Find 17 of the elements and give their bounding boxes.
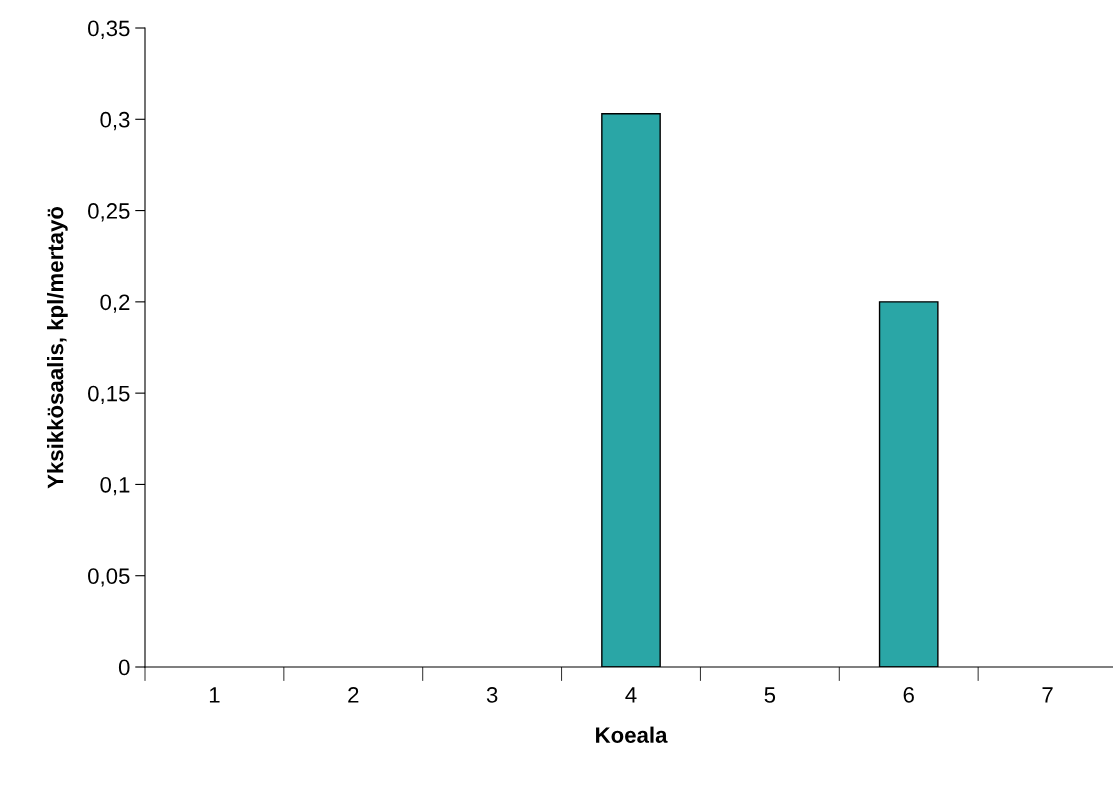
x-tick-label: 3 xyxy=(486,687,498,703)
x-tick-label: 5 xyxy=(764,687,776,703)
y-tick-label: 0,3 xyxy=(100,111,130,131)
y-tick-label: 0 xyxy=(118,659,130,676)
x-axis-title: Koeala xyxy=(596,726,668,743)
y-axis-title: Yksikkösaalis, kpl/mertayö xyxy=(47,206,68,489)
y-tick-label: 0,15 xyxy=(88,385,130,405)
x-tick-label: 7 xyxy=(1042,687,1053,703)
y-tick-label: 0,1 xyxy=(100,476,130,496)
y-tick-label: 0,2 xyxy=(100,294,130,313)
x-tick-label: 6 xyxy=(903,687,914,703)
y-tick-label: 0,05 xyxy=(88,568,130,587)
x-tick-label: 4 xyxy=(625,687,637,703)
x-tick-label: 2 xyxy=(348,687,359,703)
y-tick-label: 0,25 xyxy=(88,203,130,222)
y-tick-label: 0,35 xyxy=(88,20,130,39)
x-tick-label: 1 xyxy=(209,687,220,703)
